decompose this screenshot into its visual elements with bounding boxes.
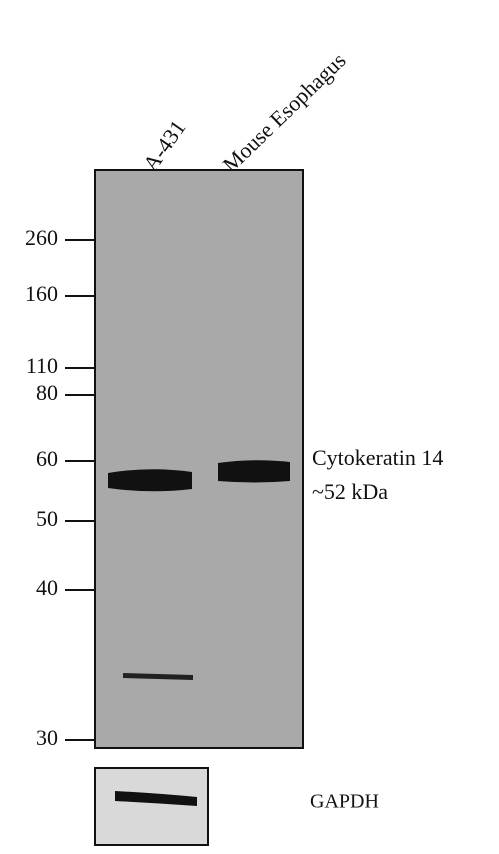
band: [108, 469, 192, 491]
marker-label: 110: [26, 353, 58, 378]
western-blot-figure: A-431 Mouse Esophagus 260 160 110 80 60 …: [0, 0, 499, 854]
blot-membrane: [95, 170, 303, 748]
marker-label: 160: [25, 281, 58, 306]
marker-label: 260: [25, 225, 58, 250]
band-protein: Cytokeratin 14: [312, 445, 443, 470]
marker-label: 60: [36, 446, 58, 471]
marker-label: 80: [36, 380, 58, 405]
loading-control-blot: [95, 768, 208, 845]
marker-label: 30: [36, 725, 58, 750]
lane-label: Mouse Esophagus: [218, 48, 351, 178]
marker-label: 40: [36, 575, 58, 600]
band: [218, 460, 290, 482]
marker-label: 50: [36, 506, 58, 531]
band-size: ~52 kDa: [312, 479, 388, 504]
loading-control-label: GAPDH: [310, 791, 379, 813]
marker-ladder: 260 160 110 80 60 50 40 30: [25, 225, 95, 750]
lane-label: A-431: [138, 115, 191, 175]
